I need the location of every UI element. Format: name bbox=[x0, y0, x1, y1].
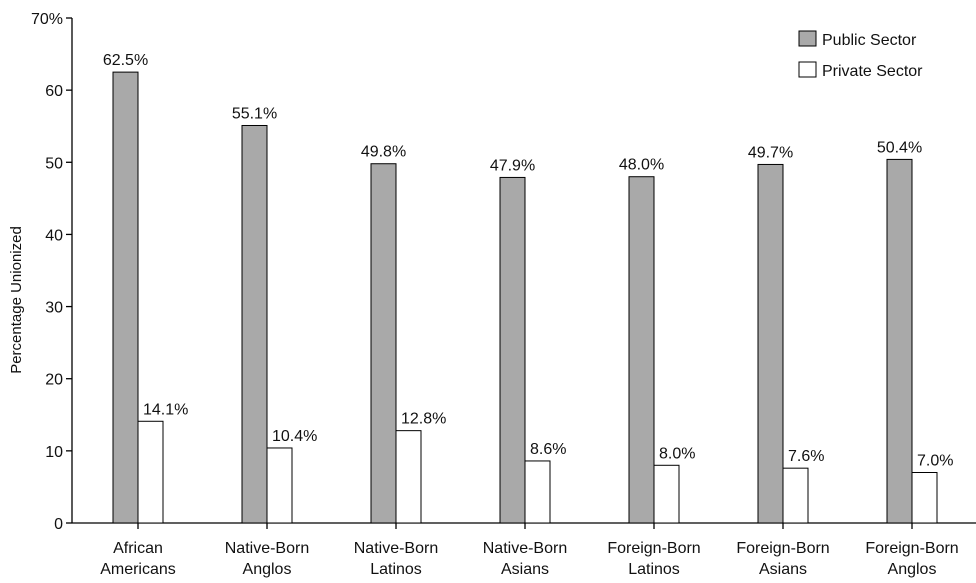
public-sector-bar bbox=[112, 71, 139, 524]
public-sector-value-label: 47.9% bbox=[490, 157, 535, 174]
category-label: Native-Born bbox=[483, 540, 567, 557]
public-sector-value-label: 49.8% bbox=[361, 144, 406, 161]
public-sector-value-label: 49.7% bbox=[748, 144, 793, 161]
public-sector-value-label: 50.4% bbox=[877, 139, 922, 156]
public-sector-bar bbox=[757, 163, 784, 524]
private-sector-bar bbox=[266, 447, 293, 524]
y-tick-label: 0 bbox=[54, 516, 63, 533]
category-label: Foreign-Born bbox=[607, 540, 700, 557]
public-sector-value-label: 48.0% bbox=[619, 157, 664, 174]
private-sector-bar bbox=[911, 472, 938, 524]
private-sector-value-label: 7.6% bbox=[788, 448, 824, 465]
private-sector-bar bbox=[524, 460, 551, 524]
y-tick-label: 60 bbox=[45, 83, 63, 100]
public-sector-bar bbox=[886, 158, 913, 524]
public-sector-bar bbox=[499, 176, 526, 524]
private-sector-value-label: 8.0% bbox=[659, 445, 695, 462]
category-label: Anglos bbox=[888, 561, 937, 578]
public-sector-value-label: 55.1% bbox=[232, 105, 277, 122]
category-label: African bbox=[113, 540, 163, 557]
category-label: Native-Born bbox=[354, 540, 438, 557]
private-sector-bar bbox=[137, 420, 164, 524]
legend: Public Sector Private Sector bbox=[798, 30, 923, 80]
y-tick-label: 40 bbox=[45, 227, 63, 244]
legend-label-private: Private Sector bbox=[822, 63, 923, 80]
legend-swatch-private bbox=[798, 61, 817, 78]
category-label: Asians bbox=[759, 561, 807, 578]
y-tick-label: 10 bbox=[45, 444, 63, 461]
private-sector-value-label: 14.1% bbox=[143, 401, 188, 418]
private-sector-value-label: 10.4% bbox=[272, 428, 317, 445]
legend-swatch-public bbox=[798, 30, 817, 47]
public-sector-bar bbox=[241, 124, 268, 524]
private-sector-bar bbox=[782, 467, 809, 524]
private-sector-value-label: 8.6% bbox=[530, 441, 566, 458]
y-tick-label: 30 bbox=[45, 300, 63, 317]
category-label: Foreign-Born bbox=[736, 540, 829, 557]
private-sector-bar bbox=[395, 430, 422, 524]
category-label: Latinos bbox=[370, 561, 422, 578]
public-sector-bar bbox=[370, 163, 397, 524]
private-sector-value-label: 7.0% bbox=[917, 453, 953, 470]
public-sector-value-label: 62.5% bbox=[103, 52, 148, 69]
y-tick-label: 50 bbox=[45, 155, 63, 172]
private-sector-bar bbox=[653, 464, 680, 524]
category-label: Foreign-Born bbox=[865, 540, 958, 557]
public-sector-bar bbox=[628, 176, 655, 524]
private-sector-value-label: 12.8% bbox=[401, 411, 446, 428]
category-label: Latinos bbox=[628, 561, 680, 578]
category-label: Native-Born bbox=[225, 540, 309, 557]
category-label: Asians bbox=[501, 561, 549, 578]
y-tick-label: 70% bbox=[31, 11, 63, 28]
category-label: Anglos bbox=[243, 561, 292, 578]
y-tick-label: 20 bbox=[45, 372, 63, 389]
legend-label-public: Public Sector bbox=[822, 32, 917, 49]
category-label: Americans bbox=[100, 561, 176, 578]
y-axis-title: Percentage Unionized bbox=[8, 226, 25, 374]
